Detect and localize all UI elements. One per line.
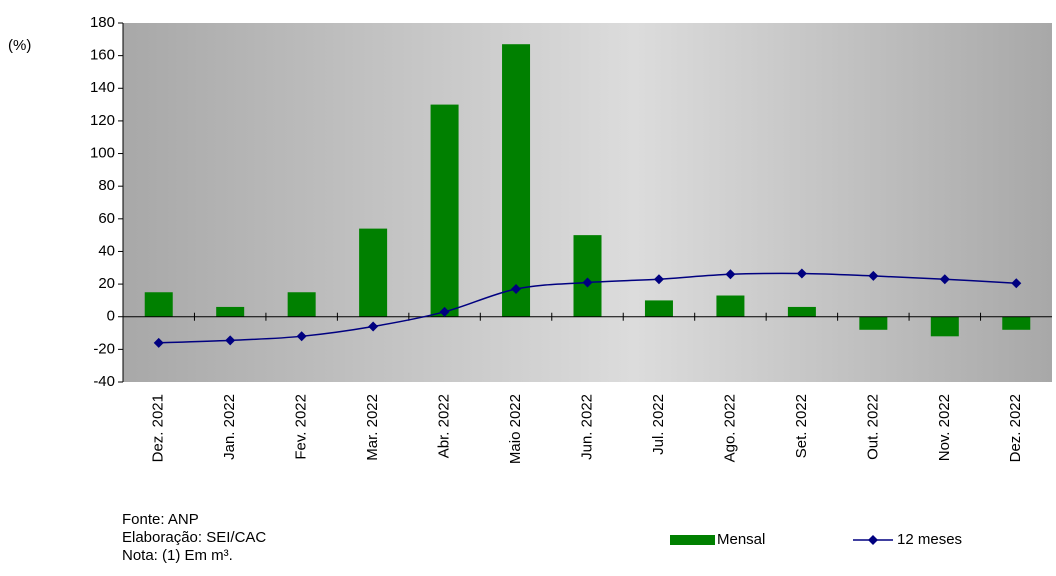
marker [439, 306, 450, 317]
y-tick-label: -40 [93, 373, 115, 390]
y-tick-label: 180 [90, 14, 115, 31]
y-tick-label: 0 [107, 308, 115, 325]
marker [939, 274, 950, 285]
bar [787, 306, 816, 317]
bar [359, 228, 388, 317]
bar [644, 300, 673, 317]
x-tick-label: Mar. 2022 [364, 394, 381, 461]
x-tick-label: Dez. 2021 [150, 394, 167, 462]
note: Fonte: ANP [122, 511, 199, 528]
bar [502, 44, 531, 317]
legend-swatch [868, 535, 878, 545]
y-tick-label: 80 [98, 177, 115, 194]
note: Nota: (1) Em m³. [122, 547, 233, 564]
x-tick-label: Jan. 2022 [221, 394, 238, 460]
marker [511, 283, 522, 294]
x-tick-label: Maio 2022 [507, 394, 524, 464]
y-tick-label: 60 [98, 210, 115, 227]
x-tick-label: Dez. 2022 [1007, 394, 1024, 462]
x-tick-label: Jul. 2022 [650, 394, 667, 455]
y-tick-label: 140 [90, 79, 115, 96]
y-tick-label: 100 [90, 145, 115, 162]
y-tick-label: 40 [98, 242, 115, 259]
bar [287, 292, 316, 317]
x-tick-label: Ago. 2022 [721, 394, 738, 462]
x-tick-label: Jun. 2022 [578, 394, 595, 460]
bar [1002, 316, 1031, 330]
y-tick-label: 120 [90, 112, 115, 129]
marker [725, 269, 736, 280]
marker [225, 335, 236, 346]
bar [430, 104, 459, 317]
marker [153, 337, 164, 348]
legend-label: Mensal [717, 531, 765, 548]
legend-label: 12 meses [897, 531, 962, 548]
marker [653, 274, 664, 285]
marker [796, 268, 807, 279]
x-tick-label: Abr. 2022 [436, 394, 453, 458]
y-tick-label: 160 [90, 47, 115, 64]
bar [859, 316, 888, 330]
marker [296, 331, 307, 342]
y-axis-label: (%) [8, 37, 31, 54]
legend-swatch [670, 535, 715, 545]
note: Elaboração: SEI/CAC [122, 529, 266, 546]
marker [582, 277, 593, 288]
bar [930, 316, 959, 337]
x-tick-label: Set. 2022 [793, 394, 810, 458]
y-tick-label: 20 [98, 275, 115, 292]
bar [716, 295, 745, 317]
marker [368, 321, 379, 332]
bar [216, 306, 245, 317]
x-tick-label: Nov. 2022 [936, 394, 953, 461]
x-tick-label: Out. 2022 [864, 394, 881, 460]
bar [144, 292, 173, 317]
y-tick-label: -20 [93, 340, 115, 357]
bar [573, 235, 602, 317]
plot-area [123, 23, 1052, 382]
marker [868, 270, 879, 281]
x-tick-label: Fev. 2022 [293, 394, 310, 460]
marker [1011, 278, 1022, 289]
